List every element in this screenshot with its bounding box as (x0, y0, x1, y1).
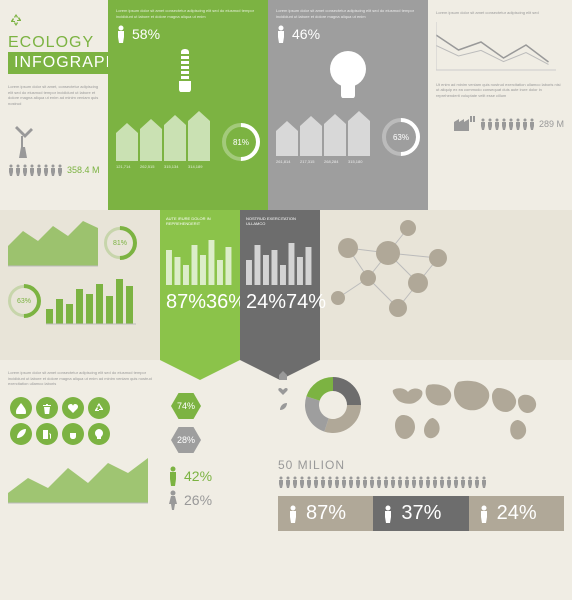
left-stat: 358.4 M (67, 165, 100, 175)
area-chart-2 (8, 455, 148, 505)
person-icon (276, 25, 286, 43)
arrow-bars-green: 121,714262,515315,134314,189 (116, 111, 210, 161)
recycle-icon (88, 397, 110, 419)
green-pct: 58% (132, 26, 160, 42)
people-icons (8, 164, 63, 176)
bot-hex-col: 74% 28% 42% 26% (160, 360, 270, 600)
fuel-icon (36, 423, 58, 445)
ring-gray: 63% (382, 118, 420, 156)
ring-63: 63% (8, 285, 40, 317)
heart-icon (278, 386, 288, 396)
female-icon (168, 490, 178, 510)
trash-icon (36, 397, 58, 419)
mid-green-col: AUTE IRURE DOLOR IN REPREHENDERIT 87% 36… (160, 210, 240, 360)
title-line1: ECOLOGY (8, 34, 100, 52)
person-icon (116, 25, 126, 43)
donut-chart (298, 370, 368, 440)
bot-right: 50 MILION 87%37%24% (270, 360, 572, 600)
bulb-icon (323, 47, 373, 107)
line-chart (436, 22, 556, 72)
stat-row: 87%37%24% (278, 496, 564, 531)
right-top-col: Lorem ipsum dolor sit amet consectetur a… (428, 0, 572, 210)
factory-icon (452, 114, 476, 134)
ring-81: 81% (104, 227, 136, 259)
gray-pct: 46% (292, 26, 320, 42)
recycle-icon (8, 12, 24, 28)
people-icons (480, 118, 535, 130)
leaf-icon (278, 402, 288, 412)
male-icon (168, 466, 178, 486)
drop-icon (10, 397, 32, 419)
bulb-icon (88, 423, 110, 445)
ring-green: 81% (222, 123, 260, 161)
windmill-icon (8, 118, 38, 158)
icon-grid (8, 395, 118, 447)
gray-panel: Lorem ipsum dolor sit amet consectetur a… (268, 0, 428, 210)
arrow-bars-gray: 261,814217,315268,284315,180 (276, 111, 370, 156)
green-panel: Lorem ipsum dolor sit amet consectetur a… (108, 0, 268, 210)
mid-gray-col: NOSTRUD EXERCITATION ULLAMCO 24% 74% (240, 210, 320, 360)
leaf-icon (10, 423, 32, 445)
map-title: 50 MILION (278, 458, 564, 472)
world-map (378, 370, 558, 450)
right-stat: 289 M (539, 119, 564, 129)
mid-left: 81% 63% (0, 210, 160, 360)
header-block: ECOLOGY INFOGRAPHIC Lorem ipsum dolor si… (0, 0, 108, 210)
plug-icon (62, 423, 84, 445)
lorem: Lorem ipsum dolor sit amet, consectetur … (8, 84, 100, 106)
home-icon (278, 370, 288, 380)
heart-icon (62, 397, 84, 419)
people-row-large (278, 476, 564, 488)
bot-left: Lorem ipsum dolor sit amet consectetur a… (0, 360, 160, 600)
area-chart (8, 218, 98, 268)
network-diagram (320, 210, 572, 360)
bar-chart-sm (46, 276, 136, 326)
cfl-bulb-icon (163, 47, 213, 107)
